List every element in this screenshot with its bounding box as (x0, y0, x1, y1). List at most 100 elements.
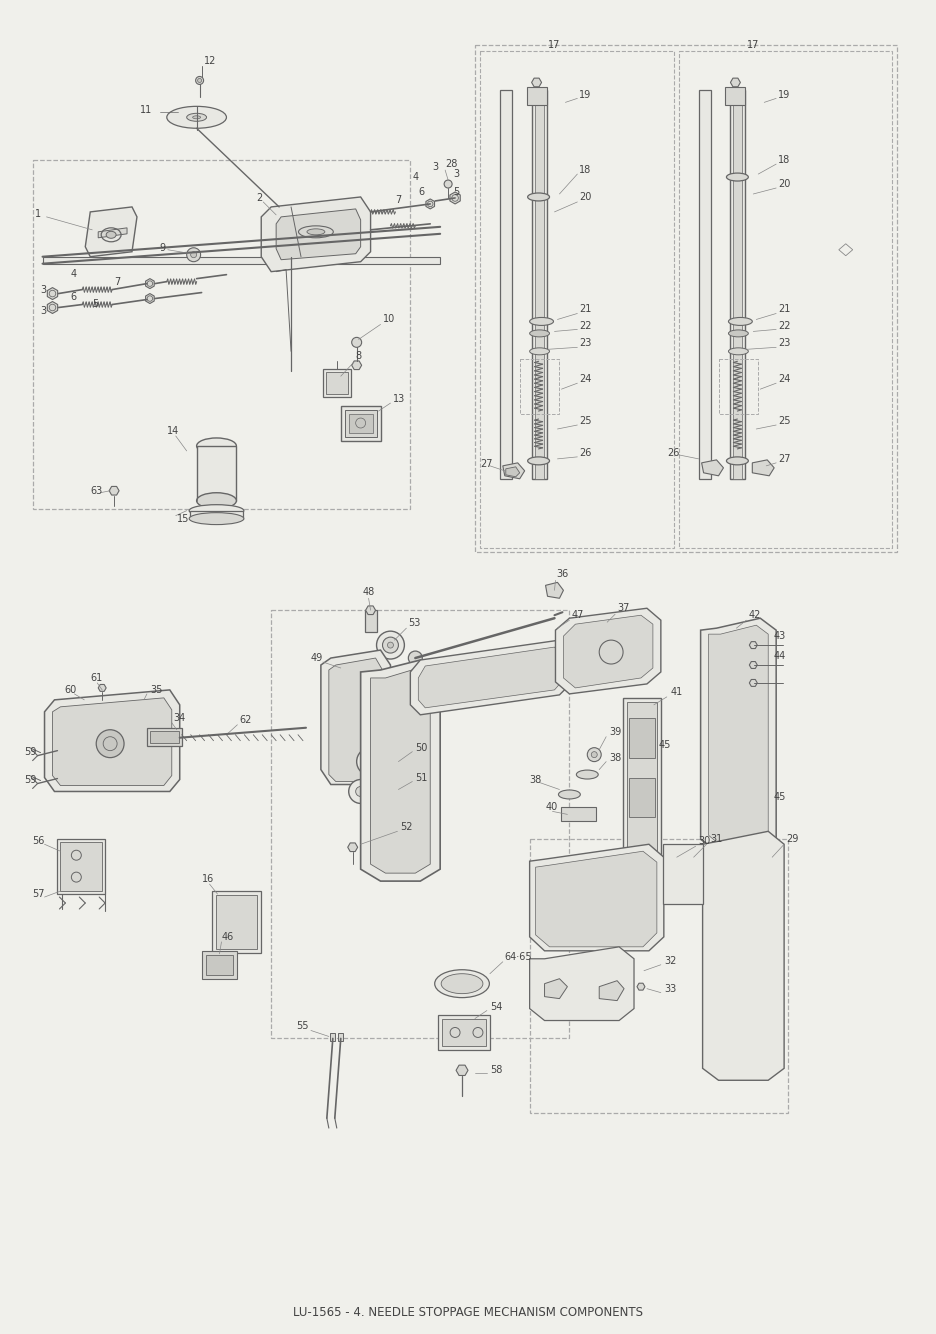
Text: 23: 23 (777, 339, 790, 348)
Polygon shape (531, 79, 541, 87)
Polygon shape (700, 618, 775, 851)
Text: 3: 3 (40, 307, 47, 316)
Text: 46: 46 (221, 932, 233, 942)
Polygon shape (449, 192, 460, 204)
Bar (348, 414, 373, 434)
Text: 22: 22 (777, 321, 790, 331)
Polygon shape (276, 209, 360, 260)
Polygon shape (708, 626, 768, 846)
Bar (336, 658, 358, 767)
Bar (147, 728, 182, 746)
Ellipse shape (727, 317, 752, 325)
Circle shape (197, 79, 201, 83)
Polygon shape (730, 79, 739, 87)
Polygon shape (98, 228, 127, 237)
Text: 11: 11 (139, 105, 152, 115)
Text: 5: 5 (453, 187, 459, 197)
Polygon shape (529, 947, 634, 1021)
Text: 21: 21 (777, 304, 790, 315)
Bar (519, 359, 559, 414)
Text: 18: 18 (777, 155, 790, 165)
Text: 45: 45 (772, 792, 784, 803)
Bar (364, 610, 376, 632)
Text: 57: 57 (33, 888, 45, 899)
Bar (42, 256, 440, 264)
Text: 26: 26 (666, 448, 679, 458)
Text: 3: 3 (431, 163, 438, 172)
Polygon shape (555, 608, 660, 694)
Circle shape (190, 252, 197, 257)
Text: 9: 9 (160, 243, 166, 252)
Circle shape (96, 730, 124, 758)
Text: 6: 6 (70, 292, 77, 301)
Text: 31: 31 (709, 834, 722, 844)
Bar (733, 91, 741, 479)
Bar (205, 955, 233, 975)
Text: 25: 25 (777, 416, 790, 426)
Ellipse shape (725, 173, 748, 181)
Text: 37: 37 (617, 603, 629, 614)
Text: 20: 20 (777, 179, 790, 189)
Text: 15: 15 (177, 514, 189, 524)
Text: 3: 3 (40, 284, 47, 295)
Text: 3: 3 (453, 169, 459, 179)
Text: 39: 39 (608, 727, 621, 736)
Text: 36: 36 (556, 570, 568, 579)
Bar (475, 44, 897, 552)
Polygon shape (47, 301, 58, 313)
Text: 49: 49 (311, 654, 323, 663)
Polygon shape (636, 983, 644, 990)
Polygon shape (749, 662, 756, 668)
Polygon shape (749, 642, 756, 648)
Ellipse shape (197, 492, 236, 508)
Polygon shape (599, 980, 623, 1000)
Polygon shape (426, 199, 434, 209)
Text: 45: 45 (658, 739, 670, 750)
Ellipse shape (186, 113, 206, 121)
Polygon shape (47, 288, 58, 300)
Polygon shape (145, 293, 154, 304)
Text: 30: 30 (698, 836, 710, 846)
Circle shape (357, 747, 384, 775)
Text: 62: 62 (239, 715, 252, 724)
Text: 4: 4 (412, 172, 418, 181)
Bar (698, 91, 709, 479)
Text: 63: 63 (90, 486, 102, 496)
Bar (150, 731, 179, 743)
Bar (628, 778, 654, 818)
Polygon shape (261, 197, 371, 272)
Bar (626, 702, 656, 862)
Ellipse shape (189, 504, 243, 516)
Polygon shape (417, 647, 561, 708)
Polygon shape (45, 690, 180, 791)
Text: 26: 26 (578, 448, 591, 458)
Bar (438, 1015, 490, 1050)
Circle shape (591, 751, 596, 758)
Text: 1: 1 (35, 209, 40, 219)
Text: 23: 23 (578, 339, 591, 348)
Ellipse shape (558, 790, 579, 799)
Ellipse shape (527, 456, 548, 464)
Bar (442, 1019, 486, 1046)
Text: 5: 5 (92, 299, 98, 308)
Text: 24: 24 (777, 375, 790, 384)
Text: 47: 47 (571, 610, 583, 620)
Polygon shape (544, 979, 567, 999)
Circle shape (363, 755, 377, 768)
Text: 27: 27 (479, 459, 492, 468)
Polygon shape (701, 460, 723, 476)
Text: 19: 19 (578, 91, 591, 100)
Bar (326, 372, 347, 394)
Bar (561, 807, 595, 822)
Text: 4: 4 (70, 268, 77, 279)
Text: 59: 59 (24, 747, 37, 756)
Ellipse shape (529, 317, 553, 325)
Polygon shape (545, 583, 563, 598)
Text: 34: 34 (173, 712, 186, 723)
Bar (341, 406, 380, 442)
Text: 25: 25 (578, 416, 592, 426)
Text: 17: 17 (746, 40, 759, 49)
Bar (189, 511, 243, 519)
Bar (718, 359, 757, 414)
Ellipse shape (529, 348, 548, 355)
